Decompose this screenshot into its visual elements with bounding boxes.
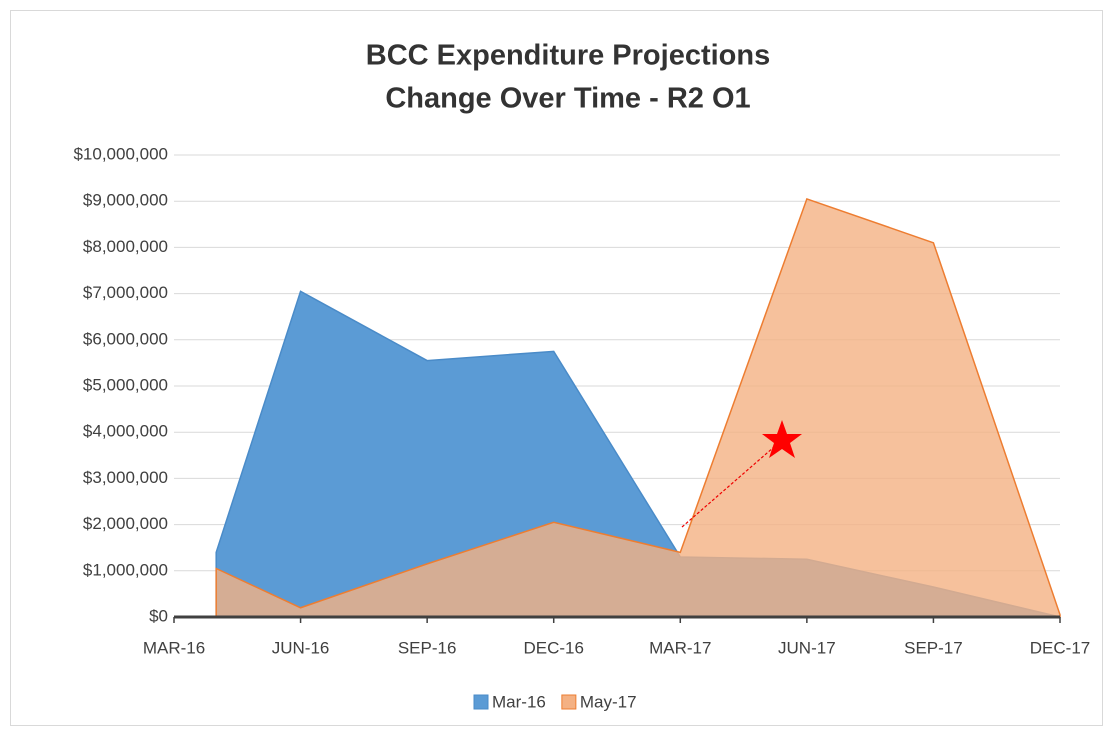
y-tick-label: $7,000,000 [83, 283, 168, 302]
y-tick-label: $10,000,000 [73, 144, 168, 163]
annotation-star [762, 420, 802, 458]
legend-label: May-17 [580, 692, 637, 711]
y-tick-label: $9,000,000 [83, 191, 168, 210]
x-tick-label: JUN-16 [272, 638, 330, 657]
y-tick-label: $2,000,000 [83, 514, 168, 533]
x-tick-label: MAR-16 [143, 638, 205, 657]
legend-swatch [473, 694, 489, 710]
chart-subtitle: Change Over Time - R2 O1 [385, 83, 750, 115]
y-tick-label: $3,000,000 [83, 468, 168, 487]
x-tick-label: SEP-16 [398, 638, 457, 657]
x-tick-label: DEC-17 [1030, 638, 1090, 657]
y-tick-label: $1,000,000 [83, 560, 168, 579]
annotation-line [681, 439, 783, 528]
legend-label: Mar-16 [492, 692, 546, 711]
y-tick-label: $4,000,000 [83, 422, 168, 441]
y-tick-label: $6,000,000 [83, 329, 168, 348]
legend-swatch [561, 694, 577, 710]
x-tick-label: MAR-17 [649, 638, 711, 657]
y-tick-label: $5,000,000 [83, 375, 168, 394]
area [215, 197, 1061, 618]
x-tick-label: SEP-17 [904, 638, 963, 657]
x-tick-label: DEC-16 [523, 638, 583, 657]
chart-title: BCC Expenditure Projections [366, 40, 770, 72]
y-tick-label: $0 [149, 606, 168, 625]
x-tick-label: JUN-17 [778, 638, 836, 657]
y-tick-label: $8,000,000 [83, 237, 168, 256]
